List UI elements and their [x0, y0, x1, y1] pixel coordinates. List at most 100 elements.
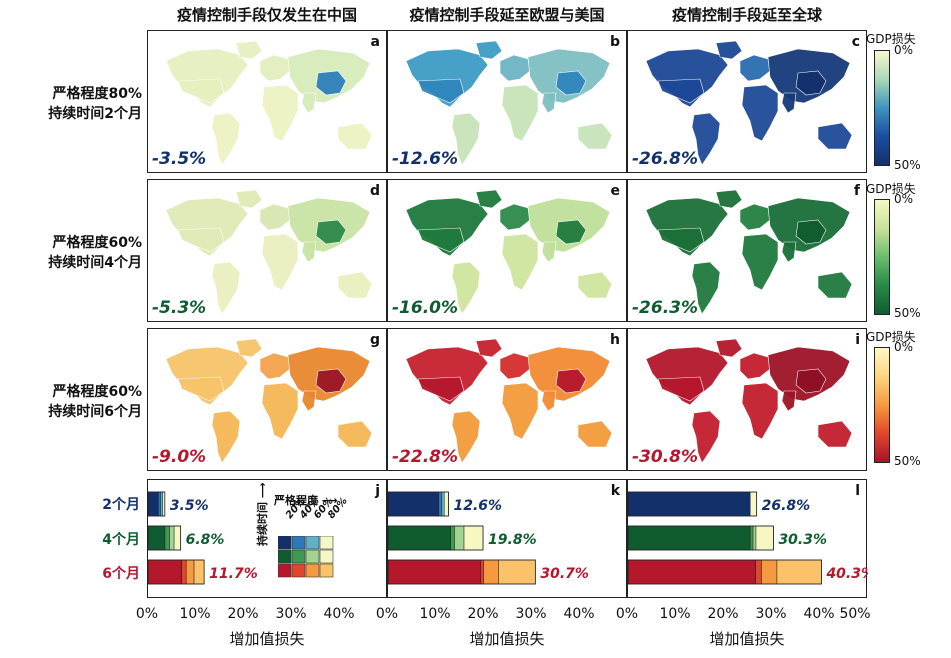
region-au [337, 420, 373, 448]
region-af [501, 233, 539, 291]
bar-chart-k: 12.6% 19.8% 30.7% [387, 491, 589, 585]
bar-value-label: 6.8% [186, 532, 225, 548]
row-label-2-duration: 持续时间4个月 [48, 255, 142, 271]
region-au [337, 271, 373, 299]
region-eu [499, 352, 531, 380]
region-cn [795, 219, 827, 245]
x-tick-label: 0% [375, 606, 399, 622]
region-eu [259, 54, 291, 82]
colorbar-blue [874, 50, 890, 166]
region-au [577, 420, 613, 448]
bar-chart-j: 3.5% 6.8% 11.7% [147, 491, 258, 585]
row-label-3-severity: 严格程度60% [52, 384, 142, 400]
bar-4个月 [627, 525, 774, 551]
region-us [417, 227, 465, 253]
panel-gdp-loss: -26.8% [632, 149, 699, 169]
legend-cell [319, 563, 334, 578]
region-us [657, 227, 705, 253]
map-panel-c: c -26.8% [627, 30, 867, 173]
region-in [781, 241, 797, 263]
legend-cell [278, 549, 292, 564]
region-eu [259, 203, 291, 231]
panel-letter: g [369, 332, 380, 348]
world-map-c [645, 40, 853, 166]
region-green [235, 189, 263, 209]
region-af [261, 84, 299, 142]
bar-segment-疫情控制手段仅发生在中国-6个月 [181, 559, 187, 585]
bar-value-label: 40.3% [825, 566, 868, 582]
region-eu [739, 54, 771, 82]
region-sa [451, 112, 481, 166]
colorbar-3-low: 0% [894, 340, 914, 354]
panel-letter: c [851, 34, 860, 50]
row-label-3-duration: 持续时间6个月 [48, 404, 142, 420]
panel-letter: i [855, 332, 860, 348]
region-in [301, 241, 317, 263]
region-us [417, 78, 465, 104]
region-af [261, 382, 299, 440]
region-au [337, 122, 373, 150]
x-tick-label: 20% [227, 606, 259, 622]
region-cn [795, 368, 827, 394]
panel-gdp-loss: -9.0% [152, 447, 207, 467]
legend-severity-title: 严格程度 ⟶ [274, 494, 338, 507]
region-af [501, 382, 539, 440]
region-au [577, 271, 613, 299]
bar-segment-疫情控制手段仅发生在中国-2个月 [147, 491, 159, 517]
world-map-f [645, 189, 853, 315]
bar-segment-疫情控制手段延至全球-2个月 [627, 491, 751, 517]
row-label-2: 严格程度60% 持续时间4个月 [18, 233, 142, 273]
bar-segment-疫情控制手段延至全球-4个月 [755, 525, 774, 551]
panel-gdp-loss: -16.0% [392, 298, 459, 318]
region-au [817, 122, 853, 150]
bar-segment-疫情控制手段仅发生在中国-4个月 [147, 525, 166, 551]
panel-letter: e [610, 183, 621, 199]
region-cn [555, 70, 587, 96]
bar-value-label: 11.7% [209, 566, 258, 582]
row-label-3: 严格程度60% 持续时间6个月 [18, 382, 142, 422]
bar-panel-letter: k [610, 483, 620, 499]
bar-value-label: 3.5% [170, 498, 209, 514]
bar-segment-疫情控制手段延至全球-4个月 [752, 525, 757, 551]
x-axis-label-3: 增加值损失 [709, 630, 785, 648]
bar-panel-k: 12.6% 19.8% 30.7% k [387, 479, 627, 598]
region-af [501, 84, 539, 142]
colorbar-2-high: 50% [894, 306, 921, 320]
region-eu [739, 352, 771, 380]
bar-segment-疫情控制手段延至全球-6个月 [776, 559, 822, 585]
row-label-1-duration: 持续时间2个月 [48, 106, 142, 122]
legend-color-grid [278, 536, 334, 578]
duration-label-4m: 4个月 [102, 532, 140, 548]
colorbar-2-title: GDP损失 [866, 182, 916, 196]
region-in [781, 92, 797, 114]
region-green [715, 40, 743, 60]
map-panel-b: b -12.6% [387, 30, 627, 173]
column-title-global: 疫情控制手段延至全球 [671, 6, 822, 24]
region-eu [499, 54, 531, 82]
region-eu [499, 203, 531, 231]
bar-2个月 [387, 491, 449, 517]
colorbar-3-title: GDP损失 [866, 330, 916, 344]
bar-6个月 [627, 559, 822, 585]
region-in [781, 390, 797, 412]
x-axis-label-1: 增加值损失 [229, 630, 305, 648]
x-tick-label: 40% [803, 606, 835, 622]
bar-segment-疫情控制手段延至欧盟与美国-2个月 [443, 491, 449, 517]
bar-segment-疫情控制手段延至欧盟与美国-4个月 [450, 525, 455, 551]
world-map-g [165, 338, 373, 464]
region-sa [691, 261, 721, 315]
colorbar-3-high: 50% [894, 454, 921, 468]
map-panel-d: d -5.3% [147, 179, 387, 322]
map-panel-g: g -9.0% [147, 328, 387, 471]
region-us [657, 78, 705, 104]
region-cn [795, 70, 827, 96]
x-tick-label: 10% [419, 606, 451, 622]
bar-chart-l: 26.8% 30.3% 40.3% [627, 491, 875, 585]
region-cn [315, 70, 347, 96]
bar-segment-疫情控制手段仅发生在中国-6个月 [147, 559, 182, 585]
duration-label-6m: 6个月 [102, 566, 140, 582]
row-label-2-severity: 严格程度60% [52, 235, 142, 251]
panel-letter: f [853, 183, 860, 199]
region-eu [739, 203, 771, 231]
legend-cell [278, 536, 292, 550]
